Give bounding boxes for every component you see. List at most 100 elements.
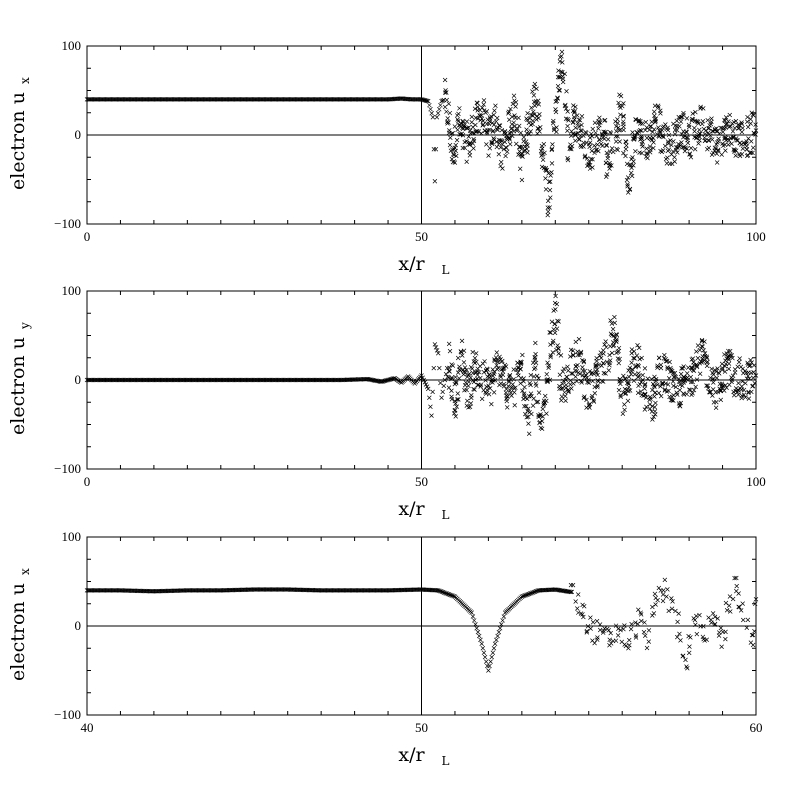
data-point [546, 365, 551, 371]
data-point [589, 148, 595, 154]
data-point [679, 140, 684, 145]
data-point [747, 363, 752, 369]
data-point [655, 382, 660, 388]
data-point [526, 131, 532, 137]
data-point [547, 330, 552, 335]
data-point [551, 118, 556, 124]
data-point [480, 361, 486, 366]
data-point [446, 341, 452, 347]
data-point [528, 382, 533, 388]
data-point [699, 337, 705, 343]
data-point [621, 373, 626, 379]
data-point [723, 115, 729, 120]
data-point [584, 630, 590, 635]
data-point [726, 366, 732, 372]
data-point [623, 153, 628, 159]
data-point [633, 635, 639, 640]
data-point [470, 349, 475, 355]
data-point [717, 131, 722, 136]
data-point [586, 402, 592, 407]
data-point [711, 376, 716, 382]
data-point [537, 420, 542, 426]
data-point [741, 387, 747, 393]
data-point [613, 124, 619, 129]
data-point [526, 120, 532, 126]
data-point [723, 600, 729, 606]
data-point [514, 128, 520, 133]
data-point [554, 125, 559, 130]
data-point [615, 134, 620, 139]
data-point [532, 103, 538, 109]
data-point [640, 377, 645, 383]
data-point [523, 139, 529, 144]
data-point [633, 620, 638, 625]
data-point [548, 173, 553, 178]
data-point [460, 367, 466, 373]
data-point [748, 121, 753, 126]
data-point [548, 353, 553, 358]
data-point [712, 621, 718, 627]
data-point [545, 198, 551, 204]
data-point [722, 117, 727, 123]
data-point [449, 376, 454, 382]
data-point [736, 591, 741, 596]
data-point [461, 360, 467, 365]
data-point [450, 131, 456, 136]
data-point [694, 631, 700, 637]
data-point [671, 374, 677, 380]
data-point [486, 121, 492, 127]
data-point [574, 378, 580, 384]
data-point [570, 352, 576, 358]
data-point [469, 119, 474, 125]
data-point [629, 173, 635, 179]
y-axis-label-subscript: x [18, 568, 32, 575]
data-point [523, 593, 528, 598]
data-point [691, 368, 697, 373]
data-point [487, 663, 492, 669]
data-point [737, 604, 742, 610]
data-point [540, 414, 545, 419]
data-point [479, 105, 485, 111]
data-point [441, 383, 447, 389]
data-point [680, 114, 685, 120]
data-point [743, 381, 748, 386]
data-point [480, 122, 486, 127]
data-point [616, 626, 621, 631]
data-point [625, 190, 631, 195]
data-point [609, 321, 615, 326]
data-point [483, 659, 489, 664]
data-point [681, 110, 686, 116]
data-point [666, 132, 672, 138]
data-point [556, 87, 562, 93]
data-point [479, 396, 485, 402]
data-point [698, 104, 703, 110]
data-point [590, 157, 595, 162]
data-point [475, 100, 480, 106]
data-point [697, 371, 703, 377]
data-point [670, 379, 676, 384]
data-point [570, 108, 576, 114]
data-point [701, 348, 706, 353]
data-point [675, 150, 680, 155]
data-point [603, 339, 608, 344]
data-point [618, 394, 623, 399]
data-point [529, 411, 534, 417]
data-point [449, 388, 454, 394]
data-point [647, 124, 653, 129]
data-point [534, 373, 540, 379]
data-point [639, 618, 644, 624]
data-point [646, 628, 652, 633]
data-point [594, 355, 599, 361]
data-point [726, 142, 731, 147]
data-point [688, 635, 693, 640]
data-point [563, 116, 569, 121]
data-point [475, 104, 481, 110]
y-tick-label: 0 [75, 127, 82, 142]
data-point [629, 360, 634, 365]
y-tick-label: 0 [75, 372, 82, 387]
data-point [553, 307, 558, 312]
data-point [444, 109, 449, 114]
data-point [639, 150, 645, 156]
data-point [622, 623, 627, 628]
